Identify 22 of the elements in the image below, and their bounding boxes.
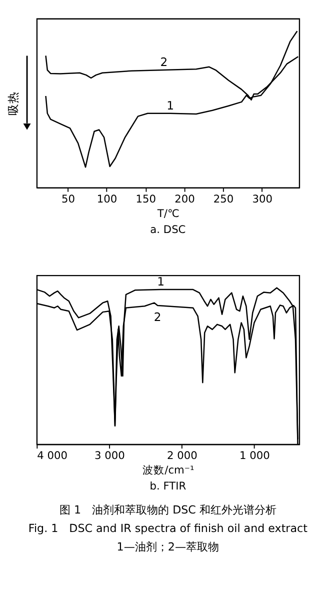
text: a. DSC xyxy=(150,222,186,236)
x-tick-label: 3 000 xyxy=(94,449,126,462)
x-tick-label: 4 000 xyxy=(37,449,68,462)
series-label: 1 xyxy=(166,98,174,112)
text: 1—油剂；2—萃取物 xyxy=(116,540,220,554)
x-tick-label: 50 xyxy=(61,192,76,206)
series-label: 2 xyxy=(154,310,162,324)
caption: 图 1 油剂和萃取物的 DSC 和红外光谱分析 xyxy=(59,504,276,517)
text: b. FTIR xyxy=(150,480,187,493)
x-tick-label: 250 xyxy=(213,192,234,206)
series-label: 2 xyxy=(160,55,168,70)
y-axis-title: 吸热 xyxy=(6,92,20,116)
x-axis-title: 波数/cm⁻¹ xyxy=(142,464,194,477)
x-tick-label: 100 xyxy=(96,192,118,206)
x-axis-title: T/℃ xyxy=(156,206,180,220)
x-tick-label: 300 xyxy=(252,192,273,206)
series-label: 1 xyxy=(157,274,164,289)
x-tick-label: 200 xyxy=(174,192,196,206)
x-tick-label: 1 000 xyxy=(240,449,270,462)
x-tick-label: 2 000 xyxy=(167,449,198,462)
caption: Fig. 1 DSC and IR spectra of finish oil and extract xyxy=(28,522,308,536)
x-tick-label: 150 xyxy=(136,192,156,206)
